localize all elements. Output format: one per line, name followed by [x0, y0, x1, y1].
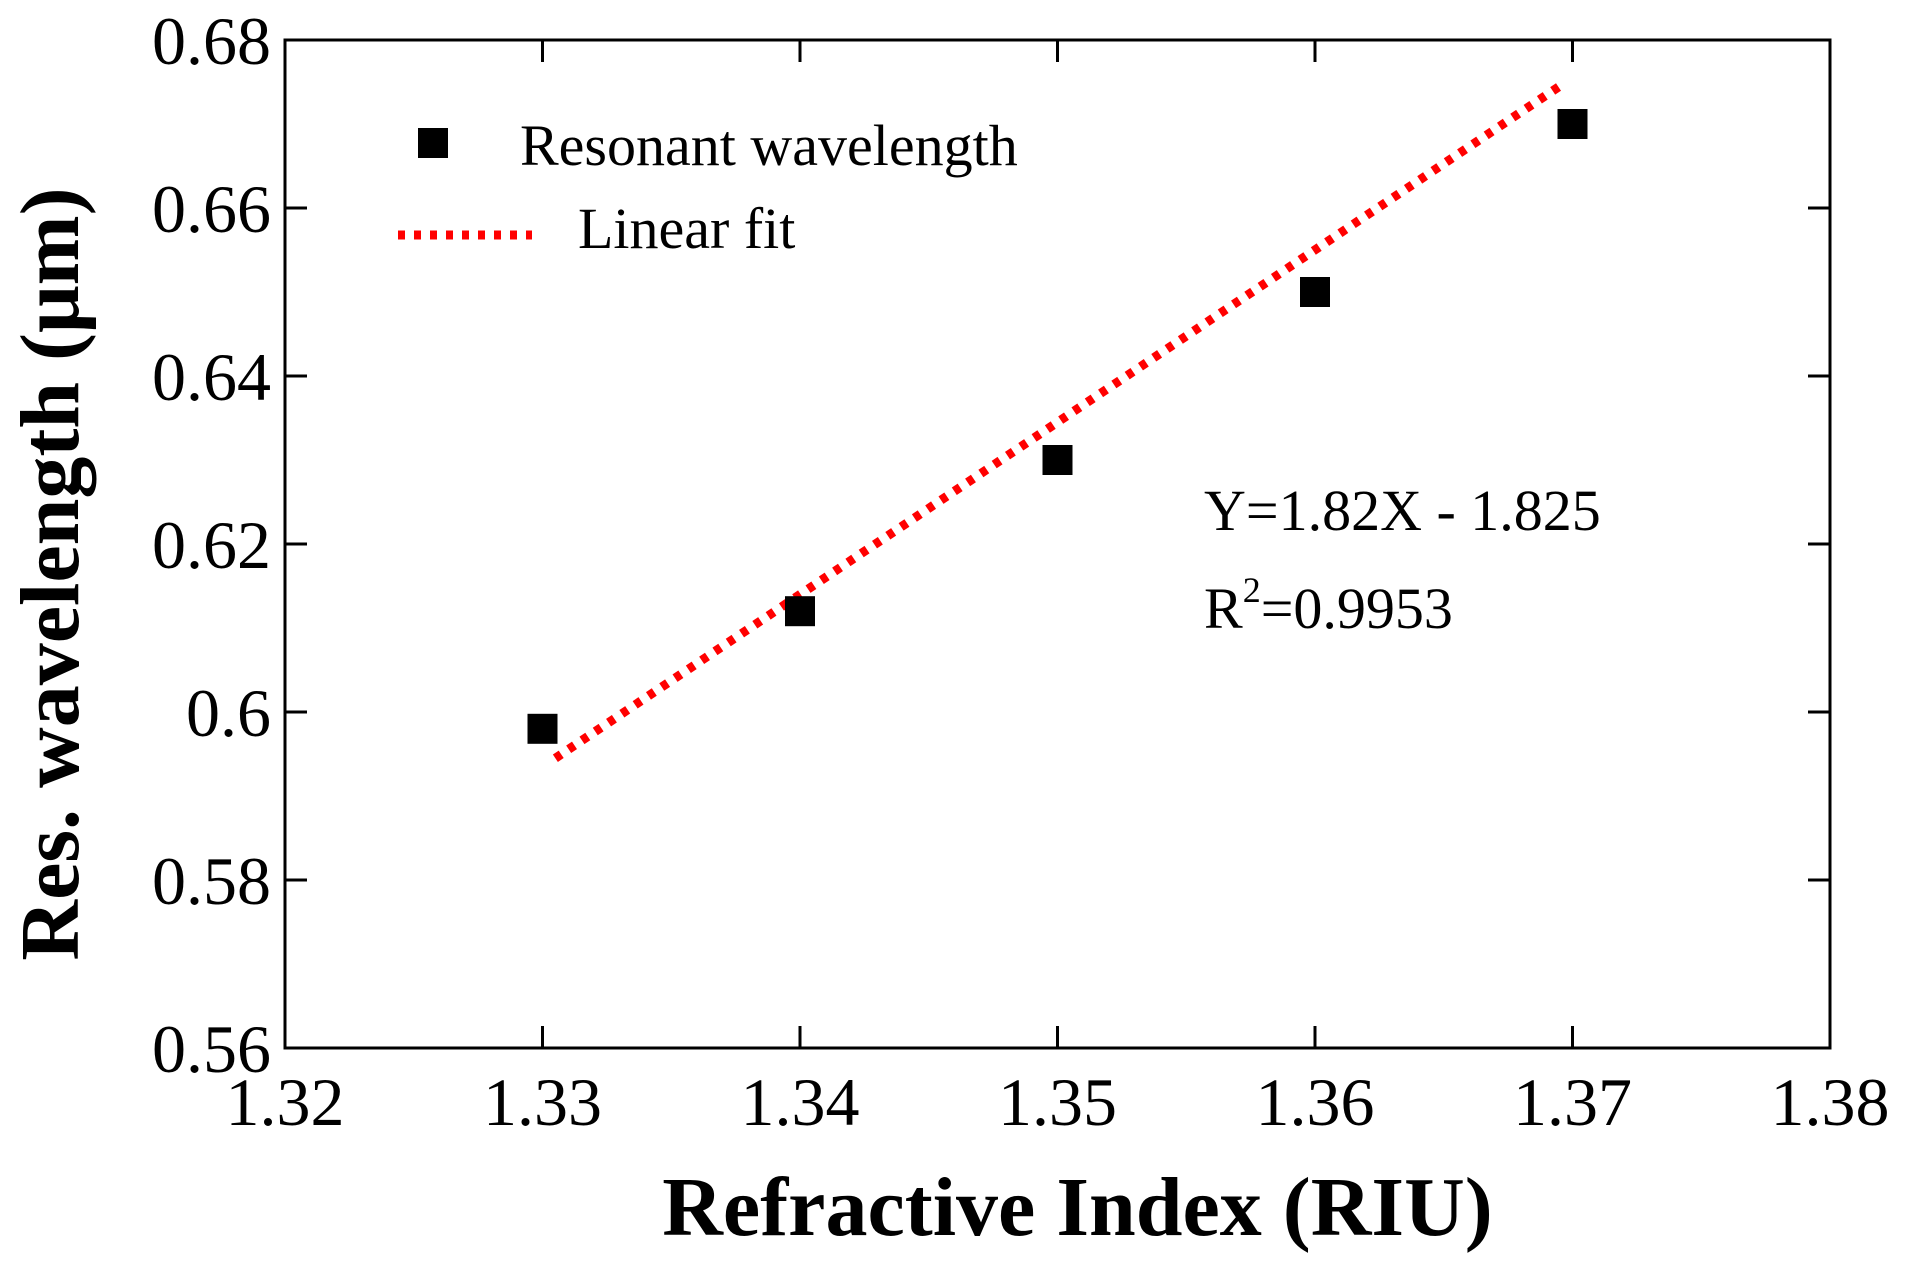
legend: Resonant wavelength Linear fit: [398, 113, 1018, 261]
r-squared: R2=0.9953: [1204, 570, 1453, 641]
y-axis-title: Res. wavelength (μm): [4, 187, 97, 960]
linear-fit-line: [552, 82, 1563, 762]
x-tick-label: 1.34: [741, 1064, 860, 1140]
fit-line-layer: [552, 82, 1563, 762]
x-tick-label: 1.33: [483, 1064, 602, 1140]
fit-equation: Y=1.82X - 1.825: [1204, 478, 1601, 543]
fit-annotation: Y=1.82X - 1.825 R2=0.9953: [1204, 478, 1601, 641]
y-tick-label: 0.66: [152, 171, 271, 247]
x-tick-label: 1.36: [1256, 1064, 1375, 1140]
x-axis-title: Refractive Index (RIU): [662, 1161, 1492, 1254]
r-squared-superscript: 2: [1243, 570, 1261, 610]
r-squared-value: =0.9953: [1261, 576, 1453, 641]
y-tick-label: 0.6: [186, 675, 271, 751]
data-point: [1042, 445, 1073, 475]
legend-label-resonant-wavelength: Resonant wavelength: [520, 113, 1018, 178]
y-tick-label: 0.68: [152, 3, 271, 79]
x-tick-label: 1.32: [226, 1064, 345, 1140]
x-tick-label: 1.38: [1771, 1064, 1890, 1140]
data-point: [1300, 277, 1330, 307]
data-point: [1557, 109, 1588, 139]
x-tick-label: 1.37: [1513, 1064, 1632, 1140]
legend-marker-resonant-wavelength: [418, 128, 448, 158]
y-tick-label: 0.62: [152, 507, 271, 583]
y-tick-labels: 0.56 0.58 0.6 0.62 0.64 0.66 0.68: [152, 3, 271, 1087]
tick-marks: [285, 40, 1830, 1048]
data-point: [785, 596, 815, 627]
data-point: [527, 713, 558, 744]
y-tick-label: 0.64: [152, 339, 271, 415]
x-tick-labels: 1.32 1.33 1.34 1.35 1.36 1.37 1.38: [226, 1064, 1890, 1140]
x-tick-label: 1.35: [998, 1064, 1117, 1140]
y-tick-label: 0.56: [152, 1011, 271, 1087]
y-tick-label: 0.58: [152, 843, 271, 919]
r-squared-prefix: R: [1204, 576, 1243, 641]
legend-label-linear-fit: Linear fit: [578, 196, 795, 261]
plot-frame: [283, 38, 1832, 1050]
data-points-layer: [527, 109, 1588, 744]
